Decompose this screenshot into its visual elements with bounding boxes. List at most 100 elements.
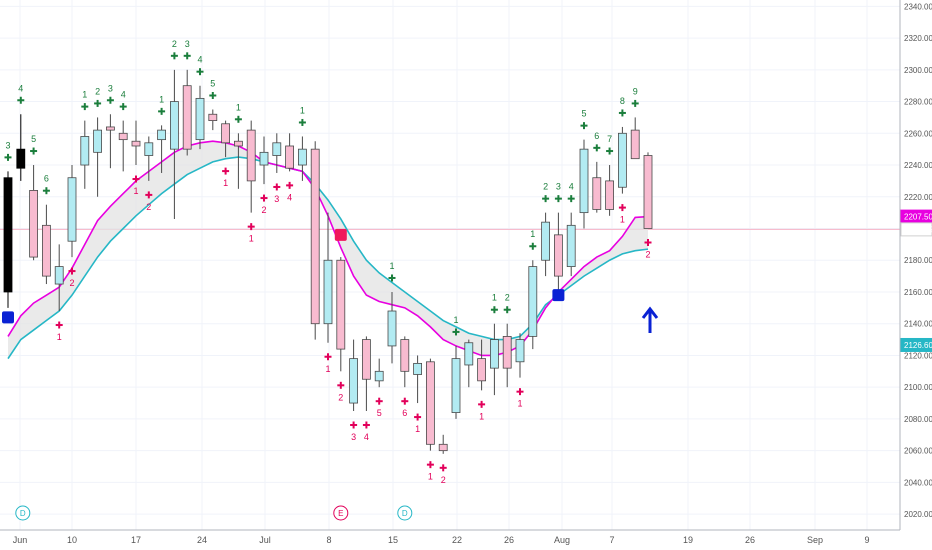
x-tick-label: 8 <box>326 535 331 545</box>
y-tick-label: 2060.00 <box>904 447 932 456</box>
x-tick-label: Jun <box>13 535 28 545</box>
candle-body <box>221 123 231 144</box>
buy-count-label: 3 <box>185 39 190 49</box>
event-marker-dividend: D <box>397 505 413 521</box>
sell-plus <box>222 167 230 175</box>
sell-count-label: 2 <box>441 475 446 485</box>
sell-plus <box>516 388 524 396</box>
sell-plus <box>145 191 153 199</box>
x-tick-label: 26 <box>504 535 514 545</box>
candle <box>618 126 627 194</box>
buy-plus <box>529 242 537 250</box>
candle <box>3 171 13 308</box>
last-price-tag-text: 2199.45 <box>904 225 932 234</box>
y-tick-label: 2280.00 <box>904 98 932 107</box>
candle <box>566 212 576 277</box>
y-tick-label: 2140.00 <box>904 320 932 329</box>
buy-plus <box>4 153 12 161</box>
buy-count-label: 1 <box>159 94 164 104</box>
x-tick-label: 15 <box>388 535 398 545</box>
price-axis[interactable]: 2020.00 2040.00 2060.00 2080.00 2100.00 2120.… <box>899 0 932 530</box>
sell-plus <box>68 267 76 275</box>
candle <box>630 117 640 160</box>
buy-count-label: 1 <box>300 105 305 115</box>
sell-count-label: 1 <box>249 234 254 244</box>
sell-count-label: 1 <box>479 411 484 421</box>
candle-body <box>528 266 538 337</box>
buy-plus <box>631 99 639 107</box>
candle <box>451 345 461 419</box>
sell-plus <box>273 183 281 191</box>
buy-plus <box>503 306 511 314</box>
sell-plus <box>337 381 345 389</box>
sell-count-label: 4 <box>287 192 292 202</box>
y-tick-label: 2040.00 <box>904 478 932 487</box>
candle-body <box>323 259 333 325</box>
candle-body <box>80 136 90 166</box>
candle <box>67 165 77 258</box>
buy-plus <box>42 187 50 195</box>
candle-body <box>387 310 397 347</box>
candle <box>259 136 269 185</box>
candle <box>605 165 614 216</box>
buy-count-label: 3 <box>556 182 561 192</box>
y-tick-label: 2340.00 <box>904 2 932 11</box>
x-tick-label: Sep <box>807 535 823 545</box>
candle <box>221 120 231 158</box>
candle-body <box>310 148 320 325</box>
candle-body <box>400 339 410 372</box>
candle <box>106 114 115 169</box>
candle <box>592 161 602 213</box>
candle <box>157 125 167 173</box>
candle <box>29 165 39 261</box>
event-marker-dividend: D <box>15 505 31 521</box>
candle <box>489 323 499 396</box>
x-tick-label: 19 <box>683 535 693 545</box>
candle-body <box>605 180 614 210</box>
candle-body <box>451 358 461 413</box>
buy-count-label: 1 <box>236 102 241 112</box>
buy-plus <box>298 118 306 126</box>
buy-plus <box>542 195 550 203</box>
buy-plus <box>554 195 562 203</box>
candle-body <box>297 148 307 166</box>
time-axis[interactable]: Jun 10 17 24 Jul 8 15 22 26 Aug 7 19 26 Sep 9 <box>0 529 900 545</box>
candle-body <box>464 342 474 366</box>
event-marker-earnings: E <box>333 505 349 521</box>
sell-count-label: 1 <box>133 186 138 196</box>
candle-body <box>630 129 640 160</box>
buy-count-label: 3 <box>5 140 10 150</box>
candle-body <box>285 145 295 169</box>
candle <box>336 257 346 372</box>
sell-count-label: 1 <box>325 364 330 374</box>
candle <box>310 141 320 340</box>
candle-body <box>618 132 627 188</box>
candle-body <box>425 361 435 445</box>
sell-count-label: 1 <box>428 472 433 482</box>
candle-body <box>579 148 589 214</box>
event-circle <box>15 505 31 521</box>
buy-count-label: 1 <box>389 261 394 271</box>
candle <box>297 136 307 181</box>
event-label: D <box>402 509 408 518</box>
candle <box>643 152 653 229</box>
candle <box>272 133 282 173</box>
candle <box>144 136 154 181</box>
buy-count-label: 2 <box>95 86 100 96</box>
buy-count-label: 5 <box>31 134 36 144</box>
candle-body <box>16 148 26 169</box>
buy-plus <box>606 147 614 155</box>
candle-body <box>131 140 141 147</box>
candle <box>438 434 448 454</box>
sell-plus <box>426 461 434 469</box>
sell-count-label: 1 <box>57 332 62 342</box>
sell-plus <box>414 413 422 421</box>
candle-body <box>259 151 269 166</box>
candle <box>579 139 589 229</box>
candle-body <box>106 126 115 131</box>
candle <box>323 212 333 343</box>
candle-body <box>42 224 51 277</box>
y-tick-label: 2220.00 <box>904 193 932 202</box>
candle-body <box>118 132 128 141</box>
